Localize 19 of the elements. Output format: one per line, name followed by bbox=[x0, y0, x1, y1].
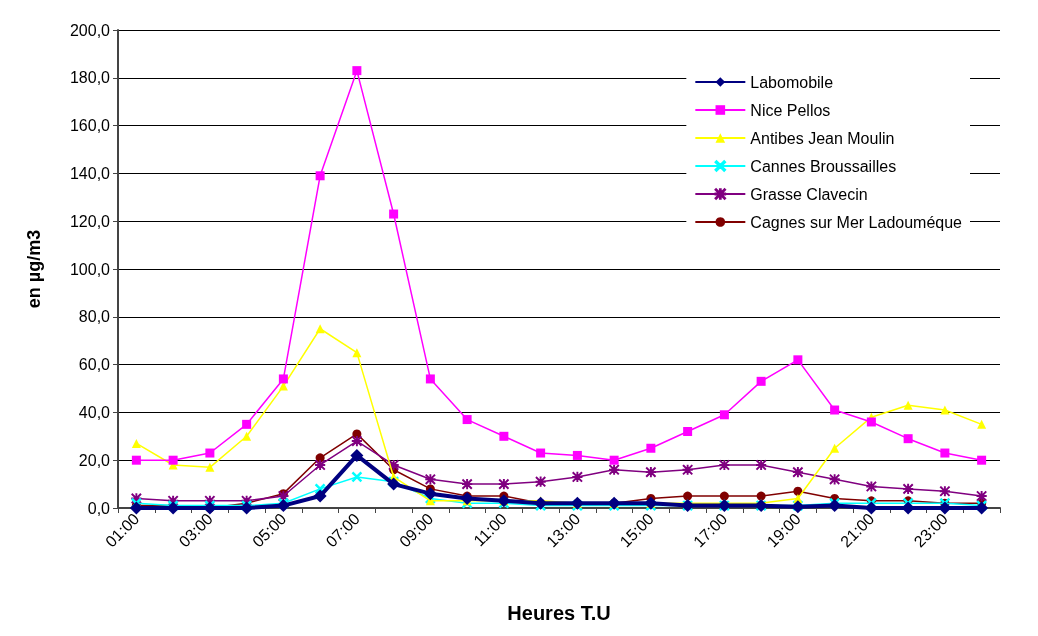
y-tick-label: 180,0 bbox=[69, 69, 111, 87]
legend-label: Labomobile bbox=[750, 73, 834, 91]
x-axis-title: Heures T.U bbox=[507, 602, 611, 624]
y-tick-label: 60,0 bbox=[78, 356, 111, 374]
y-tick-label: 100,0 bbox=[69, 260, 111, 278]
y-tick-label: 20,0 bbox=[78, 451, 111, 469]
y-tick-label: 80,0 bbox=[78, 308, 111, 326]
legend-label: Grasse Clavecin bbox=[750, 185, 868, 203]
y-tick-label: 160,0 bbox=[69, 117, 111, 135]
y-tick-label: 140,0 bbox=[69, 164, 111, 182]
legend-label: Cannes Broussailles bbox=[750, 157, 897, 175]
y-tick-label: 40,0 bbox=[78, 403, 111, 421]
legend-label: Antibes Jean Moulin bbox=[750, 129, 895, 147]
y-tick-label: 120,0 bbox=[69, 212, 111, 230]
legend-label: Nice Pellos bbox=[750, 101, 831, 119]
y-axis-title: en µg/m3 bbox=[24, 229, 44, 309]
legend-label: Cagnes sur Mer Ladouméque bbox=[750, 213, 963, 231]
y-tick-label: 200,0 bbox=[69, 21, 111, 39]
y-tick-label: 0,0 bbox=[87, 499, 111, 517]
